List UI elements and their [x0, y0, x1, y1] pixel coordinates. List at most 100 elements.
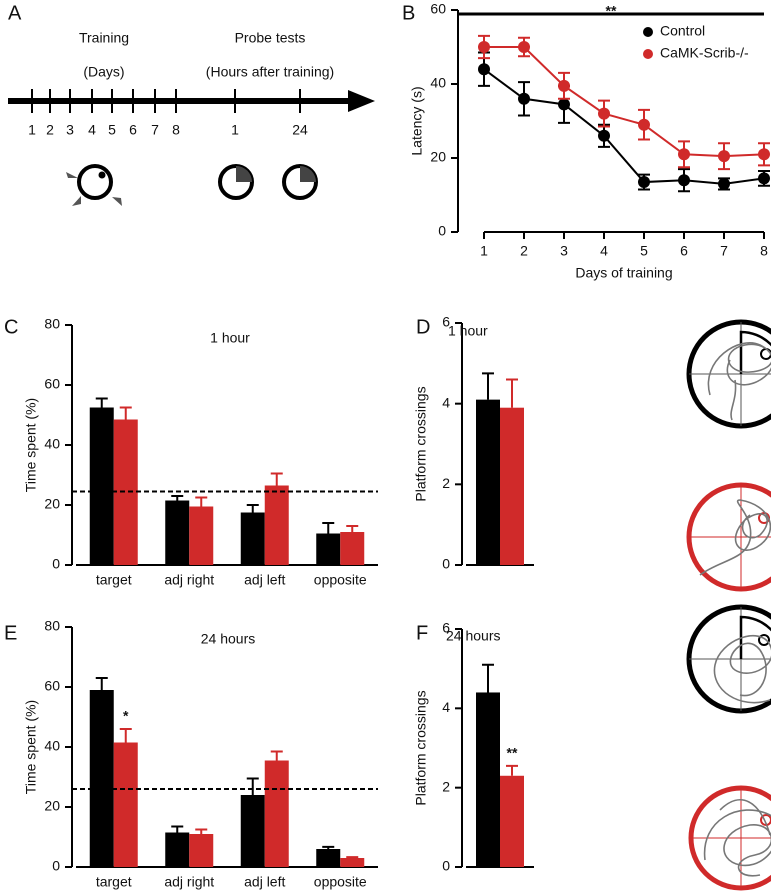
point — [558, 79, 570, 92]
x-tick-label: 3 — [560, 243, 568, 259]
panel-letter: B — [402, 2, 415, 24]
x-tick-label: 1 — [480, 243, 488, 259]
error-bar — [246, 504, 259, 513]
y-tick-label: 2 — [442, 778, 450, 794]
point — [598, 107, 610, 120]
y-tick-label: 6 — [442, 314, 450, 330]
point — [518, 41, 530, 53]
error-bar — [270, 750, 283, 761]
significance: * — [123, 708, 129, 724]
panel-letter: D — [416, 316, 430, 338]
chart-title: 24 hours — [201, 631, 255, 647]
legend-label: Control — [660, 23, 705, 39]
significance: ** — [507, 745, 518, 761]
panel-letter: A — [8, 2, 22, 24]
bar — [189, 506, 214, 565]
bar — [165, 500, 190, 565]
bar — [264, 760, 289, 867]
legend-label: CaMK-Scrib-/- — [660, 45, 749, 61]
y-tick-label: 40 — [44, 436, 60, 452]
pool-icons — [66, 164, 318, 206]
significance: ** — [606, 3, 617, 19]
timeline-tick-label: 1 — [231, 122, 239, 138]
y-tick-label: 60 — [44, 678, 60, 694]
timeline-tick-label: 24 — [292, 122, 308, 138]
x-tick-label: adj left — [244, 572, 285, 588]
panel-letter: E — [4, 622, 17, 644]
point — [558, 98, 570, 111]
swim-tracks — [686, 319, 771, 891]
error-bar — [322, 845, 335, 849]
timeline-tick-label: 6 — [129, 122, 137, 138]
probe-label: Probe tests — [235, 30, 306, 46]
y-axis-label: Platform crossings — [413, 386, 429, 501]
x-tick-label: adj right — [164, 572, 214, 588]
bar — [500, 775, 524, 867]
error-bar — [195, 496, 208, 507]
point — [598, 129, 610, 142]
y-axis-label: Time spent (%) — [23, 700, 39, 794]
y-tick-label: 0 — [442, 858, 450, 874]
bar — [476, 399, 500, 565]
x-tick-label: 2 — [520, 243, 528, 259]
x-tick-label: 8 — [760, 243, 768, 259]
y-tick-label: 60 — [44, 376, 60, 392]
x-tick-label: target — [96, 874, 132, 890]
bar — [476, 692, 500, 867]
panel-letter: F — [416, 622, 428, 644]
bar — [240, 512, 265, 565]
bar — [113, 742, 138, 867]
bar — [316, 533, 341, 565]
x-tick-label: opposite — [314, 572, 367, 588]
chart-title: 1 hour — [448, 323, 488, 339]
chart-title: 1 hour — [210, 330, 250, 346]
y-tick-label: 20 — [430, 149, 446, 165]
point — [678, 148, 690, 161]
error-bar — [246, 777, 259, 795]
arrow-head — [348, 90, 375, 112]
y-tick-label: 0 — [52, 556, 60, 572]
error-bar — [95, 397, 108, 408]
y-axis-label: Platform crossings — [413, 690, 429, 805]
chart-title: 24 hours — [446, 628, 500, 644]
bar — [264, 485, 289, 565]
legend-marker — [643, 27, 653, 37]
y-tick-label: 6 — [442, 620, 450, 636]
timeline-tick-label: 3 — [66, 122, 74, 138]
error-bar — [95, 677, 108, 690]
y-tick-label: 60 — [430, 1, 446, 17]
point — [758, 148, 770, 161]
bar — [340, 858, 365, 867]
point — [518, 92, 530, 105]
error-bar — [119, 728, 132, 743]
bar — [316, 849, 341, 867]
bar — [165, 832, 190, 867]
x-tick-label: target — [96, 572, 132, 588]
timeline-tick-label: 2 — [46, 122, 54, 138]
x-tick-label: 6 — [680, 243, 688, 259]
y-axis-label: Time spent (%) — [23, 398, 39, 492]
error-bar — [171, 825, 184, 833]
error-bar — [482, 372, 494, 400]
y-tick-label: 2 — [442, 475, 450, 491]
error-bar — [346, 856, 359, 859]
y-tick-label: 0 — [52, 858, 60, 874]
legend-marker — [643, 49, 653, 59]
training-sub: (Days) — [83, 64, 124, 80]
x-tick-label: adj right — [164, 874, 214, 890]
bar — [500, 407, 524, 565]
error-bar — [270, 472, 283, 486]
probe-sub: (Hours after training) — [206, 64, 334, 80]
timeline-tick-label: 8 — [172, 122, 180, 138]
y-tick-label: 20 — [44, 496, 60, 512]
error-bar — [322, 522, 335, 534]
y-tick-label: 80 — [44, 618, 60, 634]
point — [718, 177, 730, 190]
point — [758, 172, 770, 185]
error-bar — [482, 663, 494, 693]
y-tick-label: 0 — [438, 223, 446, 239]
x-tick-label: adj left — [244, 874, 285, 890]
point — [478, 41, 490, 53]
bar — [89, 690, 114, 867]
